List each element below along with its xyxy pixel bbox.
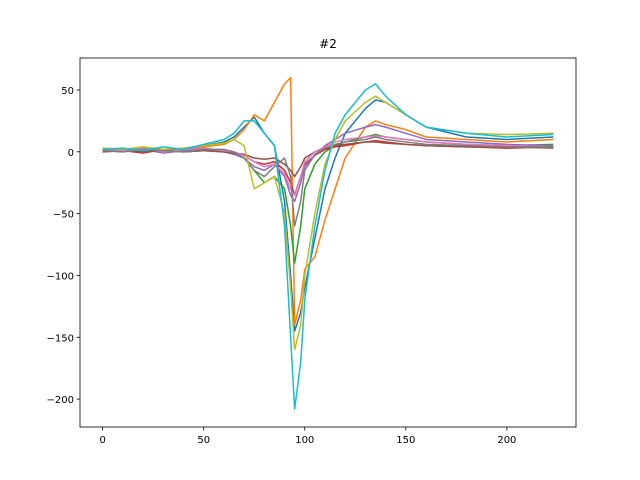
y-tick-label: −50: [53, 210, 74, 221]
y-tick-label: −150: [47, 333, 74, 344]
series-line: [102, 136, 554, 227]
series-line: [102, 95, 554, 351]
series-line: [102, 76, 554, 326]
series-line: [102, 83, 554, 410]
x-tick-label: 200: [497, 435, 516, 446]
y-tick-label: 0: [68, 148, 74, 159]
series-line: [102, 135, 554, 196]
x-tick-label: 150: [396, 435, 415, 446]
series-line: [102, 123, 554, 203]
series-line: [102, 133, 554, 264]
chart-title: #2: [319, 37, 337, 51]
x-tick-label: 0: [99, 435, 105, 446]
plot-frame: [79, 57, 577, 428]
series-line: [102, 141, 554, 178]
y-tick-label: 50: [61, 86, 74, 97]
x-tick-label: 50: [197, 435, 210, 446]
y-tick-label: −100: [47, 271, 74, 282]
y-tick-label: −200: [47, 395, 74, 406]
x-tick-label: 100: [295, 435, 314, 446]
